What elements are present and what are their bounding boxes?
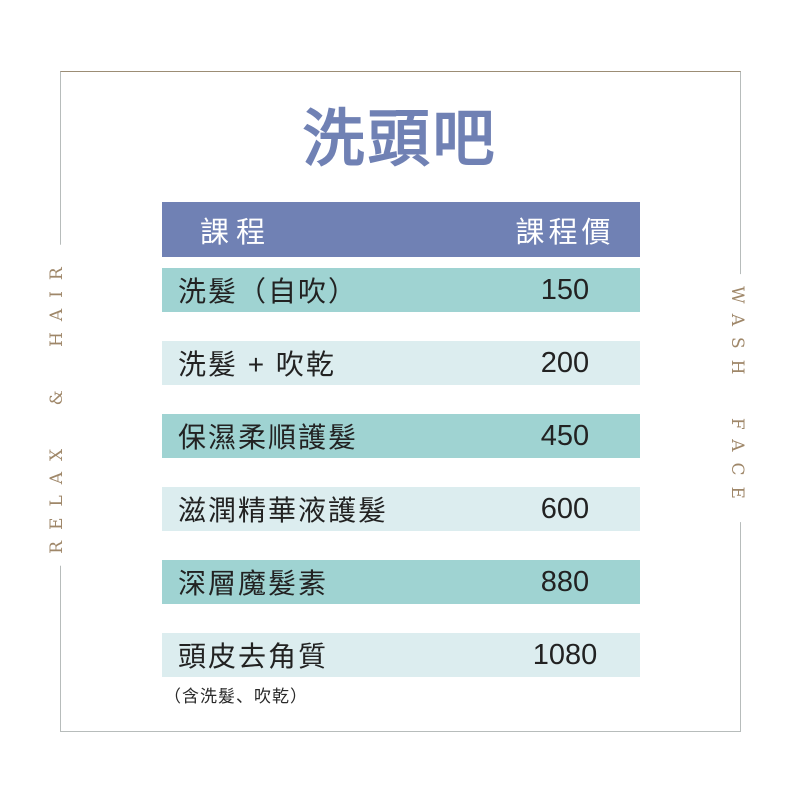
table-row: 洗髮 + 吹乾 200 [162,341,640,385]
page-title: 洗頭吧 [302,102,498,175]
price-cell: 200 [540,346,590,379]
course-cell: 洗髮 + 吹乾 [178,349,336,380]
table-row: 頭皮去角質 1080 [162,633,640,677]
side-label-left: RELAX & HAIR [41,244,73,566]
price-cell: 450 [540,419,590,452]
course-cell: 深層魔髮素 [178,568,329,599]
row-footnote: （含洗髮、吹乾） [164,687,308,706]
side-label-right: WASH FACE [721,274,753,522]
price-table: 課程 課程價 洗髮（自吹） 150 洗髮 + 吹乾 200 保濕柔順護髮 450… [162,202,640,707]
header-price-label: 課程價 [515,216,615,249]
price-cell: 880 [540,565,590,598]
course-cell: 頭皮去角質 [178,641,329,672]
table-row: 深層魔髮素 880 [162,560,640,604]
table-row: 保濕柔順護髮 450 [162,414,640,458]
course-cell: 洗髮（自吹） [178,276,359,307]
table-row: 洗髮（自吹） 150 [162,268,640,312]
price-cell: 150 [540,273,590,306]
table-row: 滋潤精華液護髮 600 [162,487,640,531]
table-header-row: 課程 課程價 [162,202,640,257]
price-cell: 600 [540,492,590,525]
course-cell: 保濕柔順護髮 [178,422,359,453]
header-course-label: 課程 [200,216,273,249]
course-cell: 滋潤精華液護髮 [178,495,389,526]
price-cell: 1080 [532,638,598,671]
